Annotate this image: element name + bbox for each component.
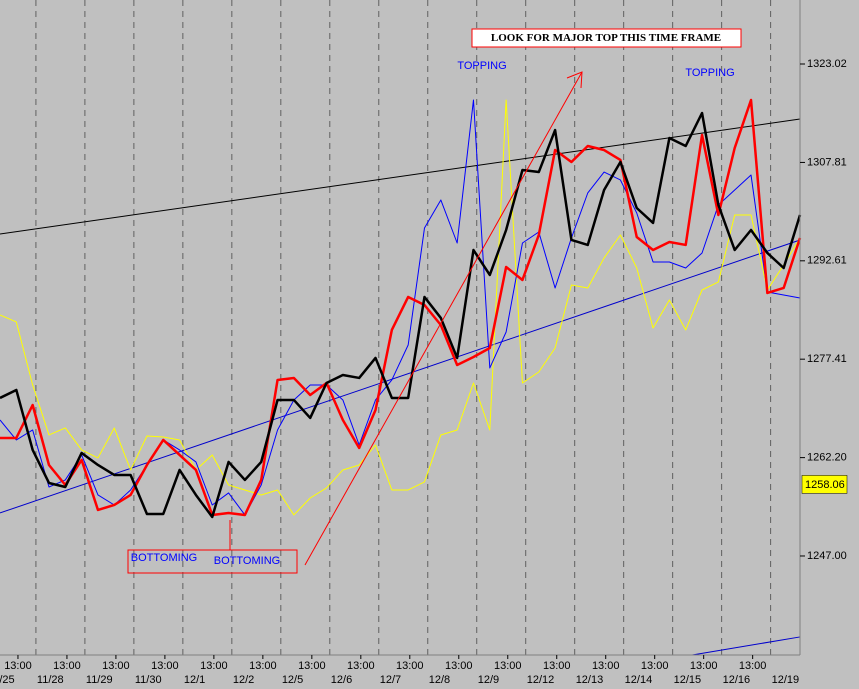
series-line: [0, 99, 801, 516]
x-tick-label: 11/30: [135, 674, 162, 686]
annotation: TOPPING: [685, 67, 734, 79]
x-tick-label: 12/1: [184, 674, 205, 686]
y-tick-label: 1247.00: [807, 550, 847, 562]
x-tick-label: 13:00: [298, 660, 326, 672]
arrow-head: [566, 71, 583, 89]
x-tick-label: 12/5: [282, 674, 303, 686]
x-tick-label: 11/28: [37, 674, 64, 686]
y-tick-label: 1307.81: [807, 156, 847, 168]
x-tick-label: 12/7: [380, 674, 401, 686]
x-tick-label: 13:00: [543, 660, 571, 672]
x-tick-label: 13:00: [151, 660, 179, 672]
annotation-box: [127, 549, 298, 574]
x-tick-label: 12/2: [233, 674, 254, 686]
annotation-box: [471, 28, 742, 48]
x-tick-label: 12/6: [331, 674, 352, 686]
last-value-label: 1258.06: [805, 479, 845, 491]
x-tick-label: 11/29: [86, 674, 113, 686]
y-tick-label: 1323.02: [807, 58, 847, 70]
annotation: TOPPING: [457, 60, 506, 72]
x-tick-label: 13:00: [53, 660, 81, 672]
axes: 11/25 11/28 11/29 11/30 12/1 12/2 12/5 12/6 12/7…: [0, 58, 848, 686]
x-tick-label: 12/14: [625, 674, 653, 686]
x-tick-label: 12/15: [674, 674, 702, 686]
last-value-box: [801, 475, 848, 494]
x-tick-label: 12/9: [478, 674, 499, 686]
trend-line: [692, 636, 801, 656]
x-tick-label: 13:00: [445, 660, 473, 672]
x-tick-label: 13:00: [739, 660, 767, 672]
x-tick-label: 13:00: [690, 660, 718, 672]
x-tick-label: 13:00: [102, 660, 130, 672]
annotation: BOTTOMING: [131, 552, 197, 564]
x-tick-label: 11/25: [0, 674, 15, 686]
y-tick-label: 1262.20: [807, 452, 847, 464]
annotation: BOTTOMING: [214, 555, 280, 567]
arrow: [304, 71, 583, 566]
y-tick-label: 1292.61: [807, 255, 847, 267]
x-tick-label: 13:00: [641, 660, 669, 672]
annotation: LOOK FOR MAJOR TOP THIS TIME FRAME: [491, 32, 721, 44]
series-line: [0, 111, 802, 519]
trend-line: [0, 118, 801, 235]
x-tick-label: 13:00: [200, 660, 228, 672]
x-tick-label: 12/12: [527, 674, 555, 686]
x-tick-label: 13:00: [4, 660, 32, 672]
x-tick-label: 13:00: [592, 660, 620, 672]
plot: [0, 98, 802, 656]
series-line: [0, 99, 801, 516]
x-tick-label: 13:00: [249, 660, 277, 672]
x-tick-label: 12/13: [576, 674, 604, 686]
series-line: [0, 98, 802, 517]
x-tick-label: 12/16: [723, 674, 751, 686]
x-tick-label: 12/19: [772, 674, 800, 686]
x-tick-label: 13:00: [347, 660, 375, 672]
x-tick-label: 12/8: [429, 674, 450, 686]
x-tick-label: 13:00: [396, 660, 424, 672]
y-tick-label: 1277.41: [807, 353, 847, 365]
trend-line: [0, 239, 801, 514]
x-tick-label: 13:00: [494, 660, 522, 672]
